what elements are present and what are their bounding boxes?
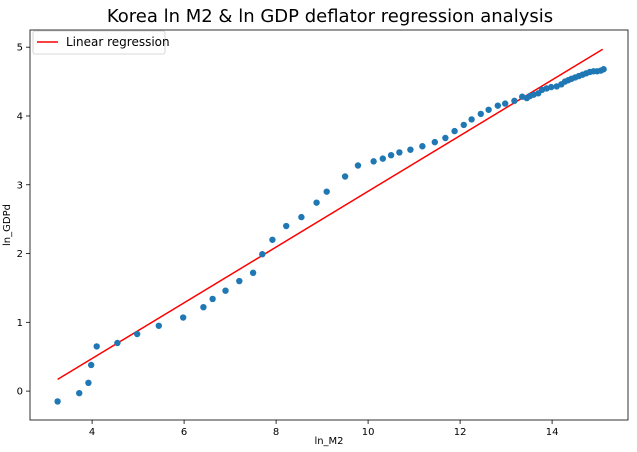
data-point (431, 138, 438, 146)
x-axis-label: ln_M2 (314, 436, 343, 447)
data-point (407, 146, 414, 153)
data-point (341, 173, 349, 180)
x-tick-label: 4 (89, 427, 95, 438)
data-point (283, 222, 290, 230)
x-axis: 4 6 8 10 12 14 (89, 420, 559, 438)
data-point (200, 303, 207, 311)
data-point (370, 158, 377, 165)
data-point (114, 339, 121, 347)
data-point (76, 389, 83, 397)
data-point (133, 330, 141, 338)
legend: Linear regression (32, 30, 170, 55)
data-point (259, 251, 266, 258)
data-point (477, 110, 484, 118)
data-point (501, 100, 509, 107)
data-point (54, 398, 61, 405)
data-point (354, 162, 362, 169)
data-point (155, 322, 162, 329)
data-point (87, 361, 95, 369)
data-point (511, 97, 518, 105)
data-point (387, 151, 395, 159)
x-tick-label: 6 (181, 427, 187, 438)
y-tick-label: 1 (17, 318, 23, 329)
regression-line (57, 48, 604, 381)
data-point (298, 213, 305, 221)
data-point (85, 379, 92, 387)
data-point (419, 143, 426, 150)
data-point (323, 188, 330, 195)
x-tick-label: 10 (362, 427, 375, 438)
y-tick-label: 0 (17, 387, 23, 398)
y-tick-label: 4 (17, 111, 23, 122)
data-point (269, 236, 276, 243)
data-point (468, 116, 475, 123)
data-point (93, 343, 100, 350)
legend-label: Linear regression (66, 35, 170, 49)
data-point (209, 295, 216, 303)
chart-title: Korea ln M2 & ln GDP deflator regression… (107, 6, 553, 27)
data-point (236, 277, 243, 285)
x-tick-label: 12 (454, 427, 467, 438)
data-point (600, 66, 607, 73)
x-tick-label: 14 (546, 427, 559, 438)
data-point (485, 106, 492, 113)
data-point (379, 155, 387, 162)
data-point (442, 134, 449, 142)
data-point (179, 314, 187, 321)
data-point (396, 149, 403, 156)
scatter-points (54, 66, 607, 405)
y-tick-label: 3 (17, 180, 23, 191)
data-point (249, 269, 257, 277)
legend-box (32, 30, 166, 55)
data-point (494, 102, 502, 109)
data-point (313, 199, 320, 206)
x-tick-label: 8 (273, 427, 279, 438)
data-point (222, 287, 229, 294)
plot-frame (29, 29, 629, 421)
data-point (547, 83, 555, 91)
y-axis-label: ln_GDPd (2, 204, 13, 246)
data-point (451, 127, 458, 135)
y-axis: 0 1 2 3 4 5 (17, 43, 30, 398)
y-tick-label: 5 (17, 43, 23, 54)
data-point (460, 121, 467, 129)
y-tick-label: 2 (17, 249, 23, 260)
